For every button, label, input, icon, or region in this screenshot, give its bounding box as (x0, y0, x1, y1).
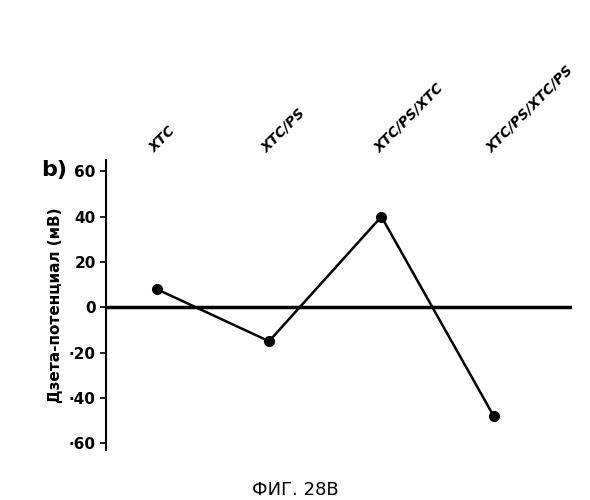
Text: XTC/PS/XTC: XTC/PS/XTC (372, 81, 446, 156)
Y-axis label: Дзета-потенциал (мВ): Дзета-потенциал (мВ) (48, 207, 63, 403)
Text: XTC/PS: XTC/PS (259, 106, 309, 156)
Text: b): b) (41, 160, 67, 180)
Text: XTC/PS/XTC/PS: XTC/PS/XTC/PS (484, 64, 576, 156)
Text: XTC: XTC (147, 124, 178, 156)
Text: ФИГ. 28В: ФИГ. 28В (252, 481, 338, 499)
